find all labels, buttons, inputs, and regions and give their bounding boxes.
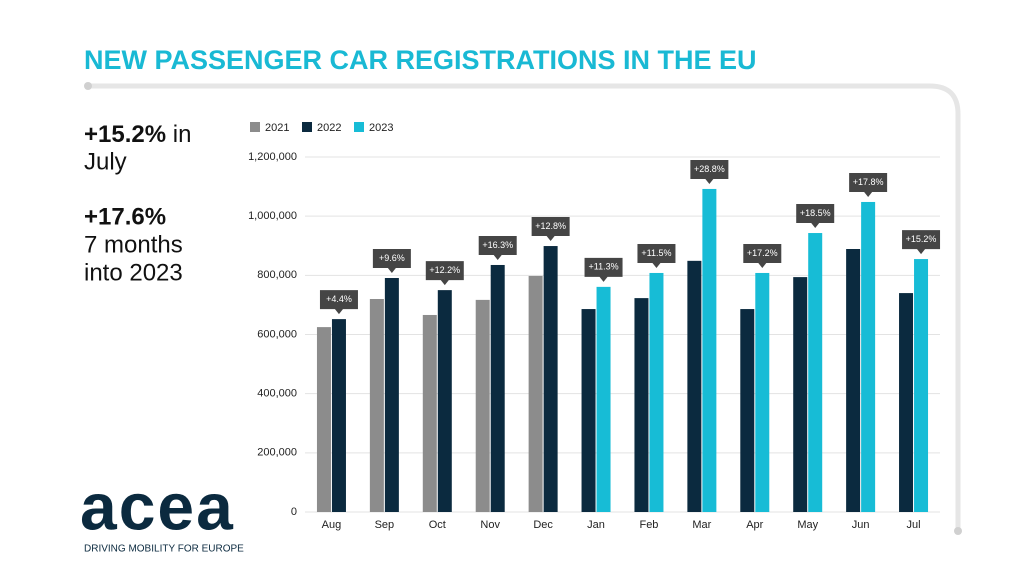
change-label: +4.4% xyxy=(326,294,352,304)
bar xyxy=(475,299,490,512)
change-label-box xyxy=(425,261,464,286)
x-tick-label: May xyxy=(797,519,818,531)
x-tick-label: Jun xyxy=(852,519,870,531)
bar xyxy=(634,298,649,512)
bar xyxy=(899,293,914,512)
x-tick-label: Nov xyxy=(480,519,500,531)
legend-label: 2021 xyxy=(265,122,289,134)
bar xyxy=(702,188,717,512)
x-tick-label: Apr xyxy=(746,519,763,531)
change-label: +12.2% xyxy=(429,265,460,275)
x-tick-label: Sep xyxy=(375,519,395,531)
change-label: +18.5% xyxy=(800,208,831,218)
change-label-box xyxy=(372,248,411,273)
bar xyxy=(543,246,558,512)
change-label: +12.8% xyxy=(535,221,566,231)
logo-tagline: DRIVING MOBILITY FOR EUROPE xyxy=(84,544,244,555)
bar xyxy=(490,264,505,512)
change-label-box xyxy=(849,172,888,197)
highlight: +15.2% in xyxy=(84,121,191,148)
highlight-figure: +15.2% xyxy=(84,121,166,148)
change-label-box xyxy=(531,217,570,242)
bar xyxy=(861,201,876,512)
change-label: +15.2% xyxy=(906,234,937,244)
frame xyxy=(88,83,961,530)
change-label: +9.6% xyxy=(379,253,405,263)
legend-swatch xyxy=(250,122,260,132)
x-tick-label: Mar xyxy=(692,519,711,531)
title: NEW PASSENGER CAR REGISTRATIONS IN THE E… xyxy=(84,45,757,75)
bar xyxy=(581,309,596,512)
highlight-figure: +17.6% xyxy=(84,203,166,230)
y-tick-label: 800,000 xyxy=(257,269,297,281)
bar xyxy=(914,259,929,512)
change-label-box xyxy=(690,159,729,184)
bar xyxy=(740,309,755,512)
x-tick-label: Feb xyxy=(639,519,658,531)
x-tick-label: Dec xyxy=(533,519,553,531)
legend-swatch xyxy=(354,122,364,132)
y-tick-label: 400,000 xyxy=(257,388,297,400)
highlight-text: into 2023 xyxy=(84,259,183,286)
bar xyxy=(649,272,664,512)
bar xyxy=(596,286,611,512)
bar xyxy=(384,277,399,512)
change-label-box xyxy=(796,204,835,229)
bar xyxy=(316,327,331,512)
change-label: +16.3% xyxy=(482,240,513,250)
y-tick-label: 200,000 xyxy=(257,447,297,459)
legend-swatch xyxy=(302,122,312,132)
highlight-text: 7 months xyxy=(84,231,183,258)
bar xyxy=(846,249,861,513)
highlight-text: July xyxy=(84,148,127,175)
change-label-box xyxy=(319,290,358,315)
bar xyxy=(422,314,437,512)
legend-label: 2023 xyxy=(369,122,393,134)
change-label: +17.8% xyxy=(853,177,884,187)
y-tick-label: 600,000 xyxy=(257,328,297,340)
legend-label: 2022 xyxy=(317,122,341,134)
bar xyxy=(755,272,770,512)
bar xyxy=(793,277,808,512)
change-label: +11.3% xyxy=(588,262,618,272)
bar xyxy=(369,299,384,512)
change-label: +11.5% xyxy=(641,248,671,258)
frame-dot xyxy=(84,82,92,90)
y-tick-label: 1,000,000 xyxy=(248,210,297,222)
bar xyxy=(528,275,543,512)
change-label-box xyxy=(584,257,623,282)
bar xyxy=(437,290,452,512)
highlight-text: in xyxy=(173,121,192,148)
bar xyxy=(331,319,346,512)
change-label-box xyxy=(478,235,517,260)
change-label-box xyxy=(637,243,676,268)
change-label-box xyxy=(743,243,782,268)
x-tick-label: Jul xyxy=(907,519,921,531)
x-tick-label: Oct xyxy=(429,519,446,531)
bar xyxy=(808,233,823,512)
change-label: +28.8% xyxy=(694,164,725,174)
logo: acea xyxy=(80,469,235,543)
y-tick-label: 1,200,000 xyxy=(248,151,297,163)
x-tick-label: Aug xyxy=(322,519,342,531)
change-label-box xyxy=(902,230,941,255)
frame-dot xyxy=(954,527,962,535)
bar xyxy=(687,260,702,512)
change-label: +17.2% xyxy=(747,248,778,258)
y-tick-label: 0 xyxy=(291,506,297,518)
x-tick-label: Jan xyxy=(587,519,605,531)
